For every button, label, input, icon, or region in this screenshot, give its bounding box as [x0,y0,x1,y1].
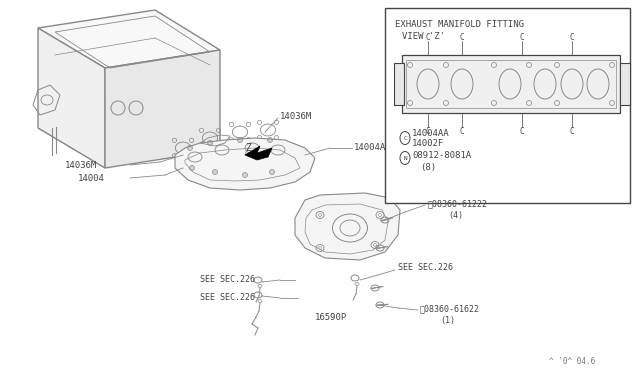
Polygon shape [105,50,220,168]
Text: C: C [403,135,407,141]
Bar [402,55,620,113]
Text: C: C [460,32,464,42]
Bar [394,63,404,105]
Polygon shape [295,193,400,260]
Text: 14004A: 14004A [354,142,387,151]
Text: 14036M: 14036M [280,112,312,121]
Text: 14002F: 14002F [412,138,444,148]
Text: SEE SEC.226: SEE SEC.226 [200,294,255,302]
Text: Ⓝ08360-61222: Ⓝ08360-61222 [428,199,488,208]
Text: C: C [570,126,574,135]
Text: (1): (1) [440,315,455,324]
Text: 14004AA: 14004AA [412,128,450,138]
Bar [105,90,150,135]
Polygon shape [245,146,272,160]
Polygon shape [38,10,220,68]
Bar [385,8,630,203]
Text: 16590P: 16590P [315,314,348,323]
Text: Z: Z [245,143,251,153]
Text: C: C [570,32,574,42]
Bar [406,60,616,108]
Text: C: C [426,126,430,135]
Polygon shape [38,28,105,168]
Bar [55,90,97,135]
Text: C: C [520,32,524,42]
Text: 08912-8081A: 08912-8081A [412,151,471,160]
Text: C: C [426,32,430,42]
Text: (8): (8) [420,163,436,171]
Bar [620,63,630,105]
Text: EXHAUST MANIFOLD FITTING: EXHAUST MANIFOLD FITTING [395,19,524,29]
Text: VIEW 'Z': VIEW 'Z' [402,32,445,41]
Polygon shape [175,138,315,190]
Text: C: C [520,126,524,135]
Text: (4): (4) [448,211,463,219]
Text: 14004: 14004 [78,173,105,183]
Text: 14036M: 14036M [65,160,97,170]
Text: SEE SEC.226: SEE SEC.226 [200,276,255,285]
Text: N: N [403,155,407,160]
Text: SEE SEC.226: SEE SEC.226 [398,263,453,273]
Text: Ⓝ08360-61622: Ⓝ08360-61622 [420,305,480,314]
Text: ^ '0^ 04.6: ^ '0^ 04.6 [548,357,595,366]
Text: C: C [460,126,464,135]
